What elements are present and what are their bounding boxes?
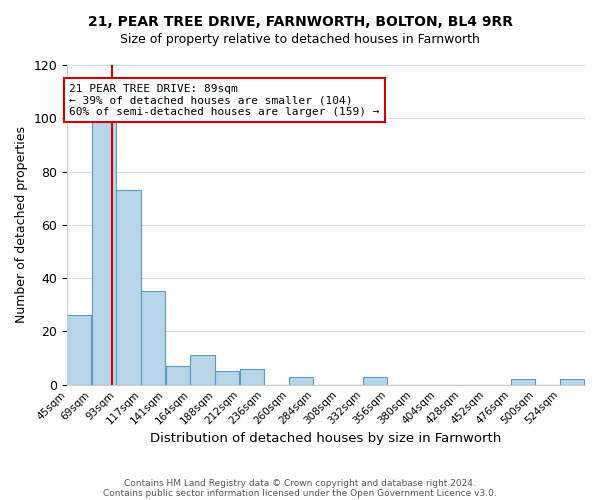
Text: Size of property relative to detached houses in Farnworth: Size of property relative to detached ho… — [120, 32, 480, 46]
Bar — [67, 316, 91, 384]
Bar — [166, 366, 190, 384]
Bar — [289, 376, 313, 384]
Bar — [560, 380, 584, 384]
Text: 21, PEAR TREE DRIVE, FARNWORTH, BOLTON, BL4 9RR: 21, PEAR TREE DRIVE, FARNWORTH, BOLTON, … — [88, 15, 512, 29]
Text: Contains HM Land Registry data © Crown copyright and database right 2024.: Contains HM Land Registry data © Crown c… — [124, 478, 476, 488]
Bar — [363, 376, 387, 384]
Bar — [511, 380, 535, 384]
Bar — [92, 116, 116, 384]
Bar — [240, 368, 264, 384]
Bar — [141, 292, 165, 384]
Text: Contains public sector information licensed under the Open Government Licence v3: Contains public sector information licen… — [103, 488, 497, 498]
Bar — [215, 372, 239, 384]
X-axis label: Distribution of detached houses by size in Farnworth: Distribution of detached houses by size … — [151, 432, 502, 445]
Bar — [190, 356, 215, 384]
Text: 21 PEAR TREE DRIVE: 89sqm
← 39% of detached houses are smaller (104)
60% of semi: 21 PEAR TREE DRIVE: 89sqm ← 39% of detac… — [69, 84, 380, 117]
Y-axis label: Number of detached properties: Number of detached properties — [15, 126, 28, 324]
Bar — [116, 190, 140, 384]
